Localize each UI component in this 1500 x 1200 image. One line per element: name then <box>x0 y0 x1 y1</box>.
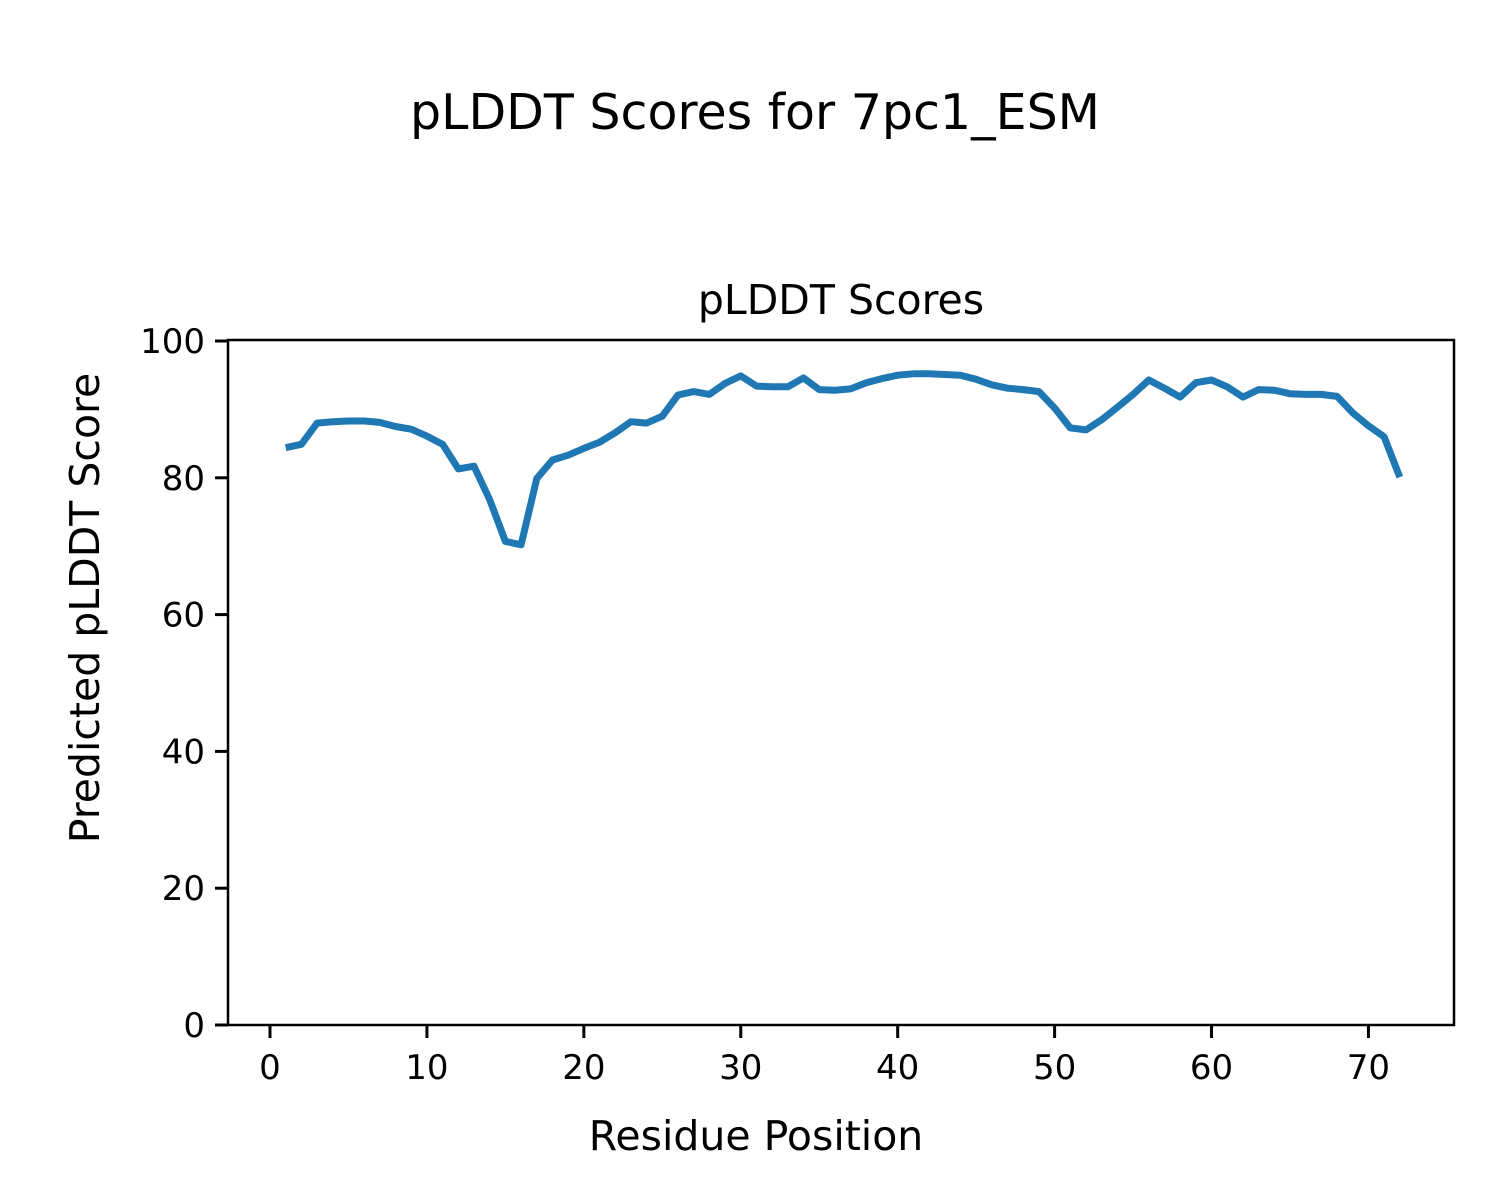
x-tick-label: 50 <box>1033 1048 1076 1088</box>
y-tick-label: 80 <box>162 459 205 499</box>
y-tick-label: 40 <box>162 732 205 772</box>
x-tick-label: 70 <box>1347 1048 1390 1088</box>
x-axis-label: Residue Position <box>588 1112 924 1160</box>
x-tick-label: 60 <box>1190 1048 1233 1088</box>
y-tick-label: 100 <box>140 322 205 362</box>
plddt-line <box>284 370 1404 549</box>
axes-frame <box>226 338 1456 1027</box>
x-tick-label: 0 <box>259 1048 281 1088</box>
y-tick-label: 20 <box>162 869 205 909</box>
y-tick-label: 60 <box>162 596 205 636</box>
figure-title: pLDDT Scores for 7pc1_ESM <box>410 84 1100 141</box>
axes-title: pLDDT Scores <box>697 276 985 324</box>
x-tick-label: 30 <box>719 1048 762 1088</box>
x-tick-label: 40 <box>876 1048 919 1088</box>
x-tick-label: 10 <box>405 1048 448 1088</box>
x-tick-label: 20 <box>562 1048 605 1088</box>
y-tick-label: 0 <box>183 1006 205 1046</box>
